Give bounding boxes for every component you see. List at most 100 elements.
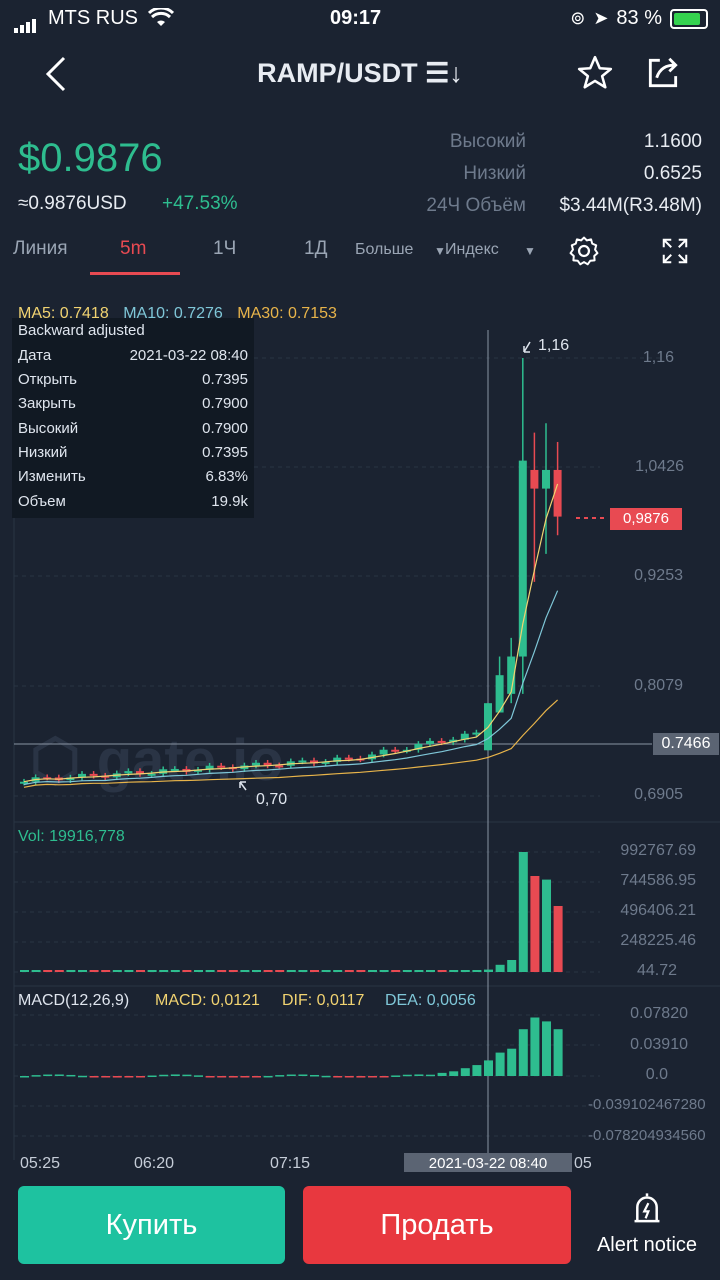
candle-body xyxy=(495,675,504,713)
macd-bar xyxy=(89,1076,99,1078)
macd-bar xyxy=(275,1075,285,1077)
volume-bar xyxy=(368,970,377,972)
signal-icon xyxy=(14,10,38,33)
candle-body xyxy=(20,781,28,784)
volume-bar xyxy=(66,970,76,972)
macd-axis-label: -0.039102467280 xyxy=(588,1096,706,1113)
crosshair-date-tag: 2021-03-22 08:40 xyxy=(404,1153,572,1175)
volume-bar xyxy=(263,970,273,972)
macd-bar xyxy=(368,1076,377,1078)
volume-bar xyxy=(310,970,319,972)
volume-bar xyxy=(437,970,447,972)
sell-button[interactable]: Продать xyxy=(303,1186,571,1264)
tooltip-key: Низкий xyxy=(18,444,68,461)
volume-bar xyxy=(124,970,134,972)
macd-bar xyxy=(495,1052,505,1076)
macd-bar xyxy=(263,1075,273,1078)
dea-value: DEA: 0,0056 xyxy=(385,992,476,1009)
alert-notice-button[interactable]: Alert notice xyxy=(584,1192,710,1257)
last-price: $0.9876 xyxy=(18,136,163,180)
macd-bar xyxy=(542,1021,551,1076)
nav-header: RAMP/USDT ☰↓ xyxy=(0,40,720,110)
wifi-icon xyxy=(148,8,174,26)
tooltip-key: Открыть xyxy=(18,371,77,388)
fullscreen-icon[interactable] xyxy=(660,236,690,266)
macd-bar xyxy=(252,1076,261,1078)
tooltip-value: 2021-03-22 08:40 xyxy=(129,347,248,364)
gateio-watermark: ⬡ gate.io xyxy=(30,728,284,793)
tab-1h[interactable]: 1Ч xyxy=(213,238,237,259)
more-caret-icon: ▼ xyxy=(434,244,446,258)
candle-body xyxy=(460,733,469,740)
volume-bar xyxy=(20,970,29,972)
tooltip-value: 0.7900 xyxy=(202,420,248,437)
share-icon[interactable] xyxy=(644,54,682,92)
battery-percent: 83 % xyxy=(616,7,662,29)
macd-bar xyxy=(356,1076,366,1078)
volume-axis-label: 744586.95 xyxy=(620,872,696,889)
candle-body xyxy=(414,743,423,750)
macd-bar xyxy=(426,1074,435,1077)
volume-bar xyxy=(43,970,53,972)
tab-index[interactable]: Индекс xyxy=(445,241,499,258)
macd-value: MACD: 0,0121 xyxy=(155,992,260,1009)
time-axis-label: 06:20 xyxy=(134,1155,175,1172)
price-usd: ≈0.9876USD xyxy=(18,193,127,214)
candle-body xyxy=(449,739,458,743)
volume-axis-label: 44.72 xyxy=(636,962,677,979)
time-axis-label: 05 xyxy=(574,1155,592,1172)
macd-axis-label: -0.078204934560 xyxy=(588,1127,706,1144)
buy-button[interactable]: Купить xyxy=(18,1186,285,1264)
macd-bar xyxy=(217,1076,227,1078)
candle-body xyxy=(321,761,330,764)
candle-body xyxy=(194,769,202,772)
volume-bar xyxy=(240,970,250,972)
volume-axis-label: 248225.46 xyxy=(620,932,696,949)
candle-body xyxy=(124,771,133,774)
tab-more[interactable]: Больше xyxy=(355,241,414,258)
macd-bar xyxy=(472,1065,482,1076)
macd-bar xyxy=(112,1076,122,1078)
macd-bar xyxy=(344,1076,354,1078)
volume-bar xyxy=(101,970,111,972)
volume-bar xyxy=(542,879,551,972)
ma5-label: MA5: 0.7418 xyxy=(18,305,109,322)
macd-bars xyxy=(20,1017,563,1078)
settings-gear-icon[interactable] xyxy=(567,234,601,268)
candle-body xyxy=(263,762,272,766)
volume-axis-label: 992767.69 xyxy=(620,842,696,859)
tab-1d[interactable]: 1Д xyxy=(304,238,328,259)
tooltip-value: 0.7395 xyxy=(202,371,248,388)
index-caret-icon: ▼ xyxy=(524,244,536,258)
macd-bar xyxy=(437,1072,447,1076)
candle-body xyxy=(298,760,307,763)
macd-bar xyxy=(101,1076,111,1078)
time-axis-label: 07:15 xyxy=(270,1155,311,1172)
macd-bar xyxy=(228,1076,238,1078)
price-axis-label: 0,9253 xyxy=(634,567,683,584)
star-icon[interactable] xyxy=(576,54,614,92)
tooltip-key: Объем xyxy=(18,493,66,510)
volume-bars xyxy=(20,852,563,972)
volume-bar xyxy=(402,970,412,972)
macd-bar xyxy=(66,1074,76,1077)
ma5-line xyxy=(23,483,559,783)
candle-body xyxy=(66,777,75,781)
volume-bar xyxy=(194,970,203,972)
volume-bar xyxy=(275,970,285,972)
macd-bar xyxy=(507,1048,517,1076)
candle-body xyxy=(89,773,98,776)
volume-bar xyxy=(391,970,401,972)
tab-5m[interactable]: 5m xyxy=(120,238,147,259)
candle-body xyxy=(333,757,342,762)
pair-title[interactable]: RAMP/USDT ☰↓ xyxy=(257,58,463,88)
volume-bar xyxy=(344,970,354,972)
volume-bar xyxy=(136,970,145,972)
ma-legend: MA5: 0.7418 MA10: 0.7276 MA30: 0.7153 xyxy=(18,305,337,323)
macd-bar xyxy=(159,1074,169,1077)
tab-line[interactable]: Линия xyxy=(13,238,68,259)
price-axis-label: 0,6905 xyxy=(634,786,683,803)
back-icon[interactable] xyxy=(44,56,68,92)
macd-axis-label: 0.07820 xyxy=(630,1005,688,1022)
price-change: +47.53% xyxy=(162,193,238,214)
